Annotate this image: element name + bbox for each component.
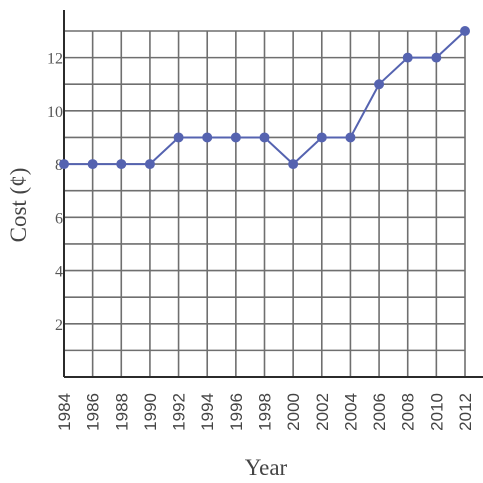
x-tick-label: 1994 — [198, 393, 217, 431]
data-point — [431, 52, 442, 63]
x-tick-label: 1986 — [84, 393, 103, 431]
data-point — [202, 132, 213, 143]
data-point — [402, 52, 413, 63]
x-axis-title: Year — [245, 455, 288, 480]
y-tick-label: 8 — [55, 157, 63, 174]
data-point — [374, 79, 385, 90]
x-tick-label: 1988 — [112, 393, 131, 431]
data-point — [59, 159, 69, 170]
data-point — [288, 159, 299, 170]
data-point — [259, 132, 270, 143]
x-tick-label: 2012 — [456, 393, 475, 431]
x-tick-label: 2010 — [427, 393, 446, 431]
y-tick-label: 4 — [55, 264, 63, 281]
x-tick-label: 1992 — [170, 393, 189, 431]
x-tick-label: 1998 — [256, 393, 275, 431]
y-tick-label: 10 — [47, 104, 63, 121]
y-tick-label: 2 — [55, 317, 63, 334]
data-point — [144, 159, 155, 170]
x-tick-label: 2004 — [341, 393, 360, 431]
grid — [64, 30, 466, 377]
y-axis-title: Cost (¢) — [6, 168, 31, 243]
x-tick-label: 2000 — [284, 393, 303, 431]
y-tick-label: 12 — [47, 51, 63, 68]
x-tick-label: 2006 — [370, 393, 389, 431]
x-tick-label: 1984 — [55, 393, 74, 431]
y-tick-labels: 2 4 6 8 10 12 — [47, 51, 63, 334]
x-tick-label: 1990 — [141, 393, 160, 431]
data-point — [460, 26, 470, 36]
x-tick-label: 2002 — [313, 393, 332, 431]
data-point — [230, 132, 241, 143]
x-tick-label: 1996 — [227, 393, 246, 431]
x-tick-labels: 1984 1986 1988 1990 1992 1994 1996 1998 2000 2002… — [55, 393, 475, 431]
data-point — [316, 132, 327, 143]
data-point — [173, 132, 184, 143]
series-group — [59, 26, 470, 170]
y-tick-label: 6 — [55, 210, 63, 227]
x-tick-label: 2008 — [399, 393, 418, 431]
data-point — [116, 159, 127, 170]
axes — [63, 10, 483, 378]
data-point — [87, 159, 98, 170]
data-point — [345, 132, 356, 143]
